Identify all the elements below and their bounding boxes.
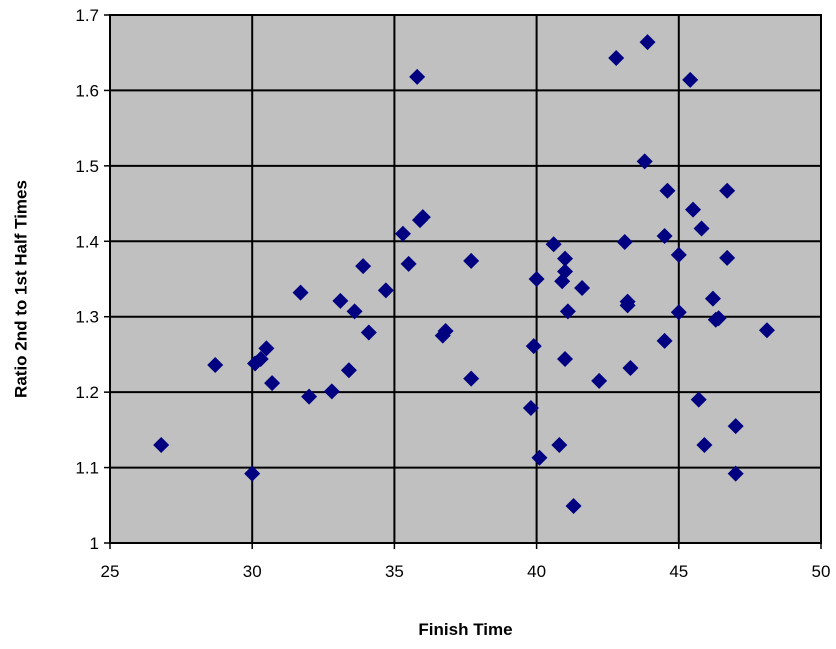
- data-point: [360, 324, 377, 341]
- data-point: [463, 252, 480, 269]
- data-point: [525, 338, 542, 355]
- data-point: [153, 436, 170, 453]
- data-point: [690, 391, 707, 408]
- data-point: [258, 340, 275, 357]
- data-point: [545, 236, 562, 253]
- data-point: [574, 280, 591, 297]
- data-point: [346, 303, 363, 320]
- y-tick-label: 1.1: [75, 459, 99, 478]
- data-point: [355, 258, 372, 275]
- data-point: [727, 418, 744, 435]
- data-point: [559, 303, 576, 320]
- y-tick-label: 1.4: [75, 232, 99, 251]
- data-point: [252, 350, 269, 367]
- plot-border: [109, 14, 822, 544]
- data-point: [528, 271, 545, 287]
- data-point: [301, 388, 318, 405]
- data-point: [608, 49, 625, 66]
- data-point: [636, 153, 653, 170]
- data-point: [659, 182, 676, 199]
- data-point: [670, 246, 687, 263]
- y-tick-label: 1.5: [75, 157, 99, 176]
- x-axis-title: Finish Time: [418, 620, 512, 639]
- y-tick-label: 1.3: [75, 308, 99, 327]
- data-point: [656, 228, 673, 245]
- axes: 25 30 35 40 45 50 1 1.1 1.2 1.3 1.4 1.5 1.6 1.7: [75, 6, 830, 581]
- data-point: [332, 292, 349, 309]
- data-point: [531, 449, 548, 466]
- data-point: [565, 498, 582, 515]
- data-point: [707, 311, 724, 328]
- data-point: [616, 234, 633, 251]
- data-point: [727, 465, 744, 482]
- data-point: [264, 375, 281, 392]
- x-tick-label: 50: [812, 562, 831, 581]
- x-tick-label: 30: [243, 562, 262, 581]
- data-point: [323, 383, 340, 400]
- data-point: [409, 68, 426, 85]
- data-point: [557, 263, 574, 280]
- data-point: [463, 370, 480, 387]
- data-point: [551, 436, 568, 453]
- data-point: [340, 362, 357, 379]
- x-tick-label: 40: [527, 562, 546, 581]
- data-points: [153, 34, 775, 515]
- data-point: [394, 225, 411, 242]
- y-axis-title: Ratio 2nd to 1st Half Times: [11, 180, 30, 398]
- data-point: [557, 350, 574, 367]
- data-point: [719, 182, 736, 199]
- data-point: [207, 356, 224, 373]
- data-point: [704, 290, 721, 307]
- data-point: [591, 372, 608, 389]
- data-point: [693, 220, 710, 237]
- data-point: [758, 322, 775, 339]
- y-tick-label: 1.6: [75, 81, 99, 100]
- data-point: [719, 249, 736, 266]
- data-point: [400, 255, 417, 272]
- data-point: [437, 323, 454, 340]
- data-point: [292, 284, 309, 301]
- data-point: [622, 360, 639, 377]
- x-tick-label: 45: [669, 562, 688, 581]
- data-point: [656, 332, 673, 349]
- data-point: [639, 34, 656, 51]
- data-point: [522, 399, 539, 416]
- data-point: [377, 282, 394, 299]
- data-point: [619, 297, 636, 314]
- data-point: [557, 250, 574, 267]
- y-tick-label: 1.7: [75, 6, 99, 25]
- y-tick-label: 1.2: [75, 383, 99, 402]
- data-point: [696, 436, 713, 453]
- gridlines: [110, 15, 821, 543]
- data-point: [244, 465, 261, 482]
- data-point: [682, 71, 699, 88]
- data-point: [414, 209, 431, 226]
- x-tick-label: 35: [385, 562, 404, 581]
- data-point: [670, 304, 687, 321]
- y-tick-label: 1: [90, 534, 99, 553]
- plot-area: [110, 15, 821, 543]
- x-tick-label: 25: [101, 562, 120, 581]
- data-point: [685, 201, 702, 218]
